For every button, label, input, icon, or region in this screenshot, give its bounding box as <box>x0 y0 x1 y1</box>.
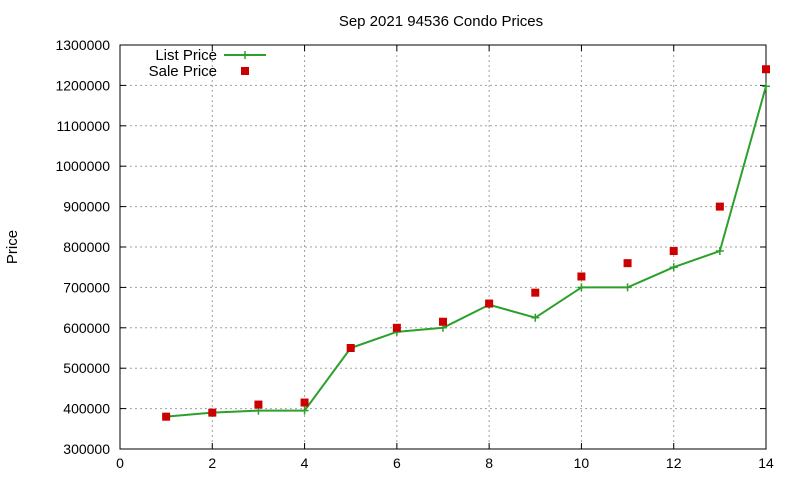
chart-title: Sep 2021 94536 Condo Prices <box>339 13 543 30</box>
y-tick-label: 1100000 <box>57 118 111 134</box>
sale-price-point <box>577 272 586 281</box>
y-tick-label: 600000 <box>63 320 110 336</box>
y-axis-title: Price <box>4 230 21 264</box>
axis-ticks: 0 2 4 6 8 10 12 14 300000 400000 500000 600000 70000… <box>55 37 774 471</box>
x-tick-label: 6 <box>393 455 401 471</box>
sale-price-point <box>208 408 217 417</box>
list-price-point <box>577 283 586 292</box>
x-tick-label: 2 <box>208 455 216 471</box>
list-price-point <box>300 406 309 415</box>
sale-price-point <box>392 323 401 332</box>
x-tick-label: 14 <box>758 455 774 471</box>
list-price-line <box>166 85 767 418</box>
y-tick-label: 1300000 <box>55 37 110 53</box>
grid-lines <box>120 45 766 449</box>
sale-price-point <box>346 344 355 352</box>
x-tick-label: 12 <box>666 455 682 471</box>
sale-price-point <box>715 202 724 211</box>
sale-price-point <box>254 400 263 409</box>
y-tick-label: 1200000 <box>55 77 110 93</box>
x-tick-label: 0 <box>116 455 124 471</box>
sale-price-point <box>531 288 540 297</box>
y-tick-label: 500000 <box>63 360 110 376</box>
sale-price-point <box>669 247 678 256</box>
x-tick-label: 8 <box>485 455 493 471</box>
y-tick-label: 1000000 <box>55 158 110 174</box>
y-tick-label: 900000 <box>63 199 110 215</box>
sale-price-point <box>485 299 494 308</box>
sale-price-point <box>439 317 447 326</box>
y-tick-label: 400000 <box>63 401 110 417</box>
sale-price-point <box>162 412 171 421</box>
y-tick-label: 800000 <box>63 239 110 255</box>
sale-price-point <box>623 259 632 268</box>
list-price-point <box>531 313 540 322</box>
legend-marker-list-price <box>241 51 249 59</box>
x-tick-label: 4 <box>301 455 309 471</box>
x-tick-label: 10 <box>574 455 590 471</box>
sale-price-point <box>300 398 309 407</box>
y-tick-label: 300000 <box>63 441 110 457</box>
sale-price-point <box>762 65 770 74</box>
legend-label-list-price: List Price <box>155 47 217 64</box>
legend-marker-sale-price <box>241 67 249 75</box>
list-price-point <box>623 283 632 292</box>
list-price-point <box>762 82 770 91</box>
series-layer <box>162 65 770 421</box>
legend-label-sale-price: Sale Price <box>149 63 217 80</box>
y-tick-label: 700000 <box>63 279 110 295</box>
list-price-point <box>715 247 724 256</box>
list-price-point <box>669 263 678 272</box>
